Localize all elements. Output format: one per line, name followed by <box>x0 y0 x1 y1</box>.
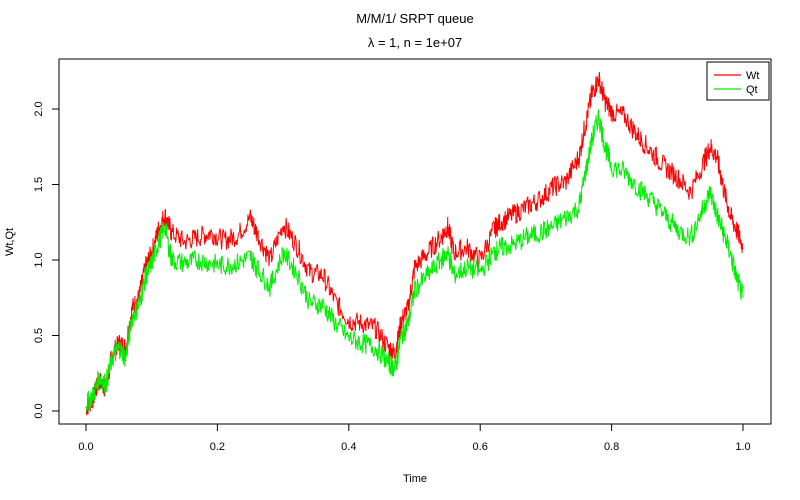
x-tick-label: 0.4 <box>341 441 356 453</box>
chart-title: M/M/1/ SRPT queue <box>356 11 474 26</box>
y-tick-label: 1.0 <box>33 252 45 267</box>
chart-subtitle: λ = 1, n = 1e+07 <box>368 35 462 50</box>
legend-label-wt: Wt <box>746 70 759 82</box>
series-line-qt <box>85 109 744 413</box>
x-tick-label: 1.0 <box>735 441 750 453</box>
legend-box <box>706 61 770 101</box>
x-axis: 0.0 0.2 0.4 0.6 0.8 1.0 <box>78 423 751 453</box>
x-tick-label: 0.0 <box>78 441 93 453</box>
y-tick-label: 0.5 <box>33 328 45 343</box>
x-tick-label: 0.2 <box>210 441 225 453</box>
series-line-wt <box>85 71 744 416</box>
y-axis-label: Wt,Qt <box>4 228 16 256</box>
legend-label-qt: Qt <box>746 84 758 96</box>
y-tick-label: 0.0 <box>33 403 45 418</box>
y-tick-label: 2.0 <box>33 101 45 116</box>
x-tick-label: 0.6 <box>473 441 488 453</box>
x-tick-label: 0.8 <box>604 441 619 453</box>
legend: Wt Qt <box>706 61 770 101</box>
y-tick-label: 1.5 <box>33 177 45 192</box>
plot-lines <box>85 71 744 416</box>
x-axis-label: Time <box>403 473 427 485</box>
y-axis: 0.0 0.5 1.0 1.5 2.0 <box>33 101 60 419</box>
plot-frame <box>58 58 772 425</box>
